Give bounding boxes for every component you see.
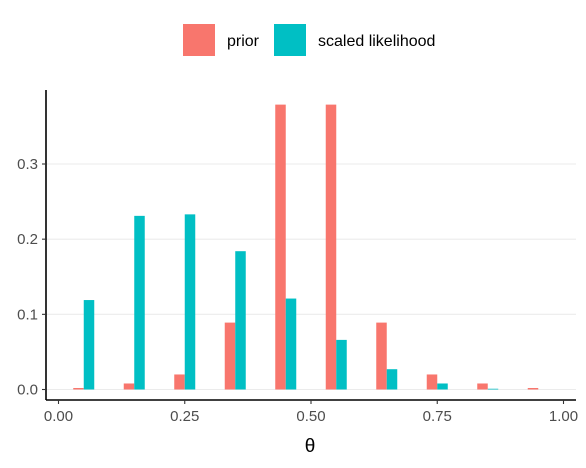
bar-scaled-likelihood-8 bbox=[487, 388, 499, 390]
bar-scaled-likelihood-0 bbox=[83, 300, 95, 390]
y-tick-label: 0.3 bbox=[17, 156, 38, 173]
x-tick-label: 1.00 bbox=[549, 408, 578, 425]
bar-scaled-likelihood-2 bbox=[184, 214, 196, 390]
legend-key-prior bbox=[183, 24, 215, 56]
bar-prior-3 bbox=[224, 322, 236, 390]
bar-prior-9 bbox=[527, 387, 539, 390]
legend-label-prior: prior bbox=[227, 33, 260, 50]
bar-prior-0 bbox=[73, 387, 84, 390]
legend: prior scaled likelihood bbox=[183, 24, 435, 56]
bar-prior-1 bbox=[123, 383, 135, 390]
bar-scaled-likelihood-4 bbox=[285, 298, 297, 390]
axes bbox=[45, 90, 576, 401]
bar-scaled-likelihood-7 bbox=[437, 383, 448, 390]
bar-scaled-likelihood-1 bbox=[134, 215, 145, 390]
x-tick-label: 0.75 bbox=[423, 408, 452, 425]
bar-scaled-likelihood-5 bbox=[336, 339, 347, 390]
gridlines bbox=[46, 163, 576, 391]
x-tick-label: 0.25 bbox=[170, 408, 199, 425]
bar-prior-7 bbox=[426, 374, 438, 390]
ticks: 0.0 0.1 0.2 0.3 0.00 0.25 0.50 0.75 1.00 bbox=[17, 156, 578, 425]
x-axis-title: θ bbox=[305, 436, 316, 457]
bar-prior-6 bbox=[376, 322, 387, 390]
bar-prior-2 bbox=[174, 374, 185, 390]
x-tick-label: 0.50 bbox=[296, 408, 325, 425]
bar-scaled-likelihood-6 bbox=[386, 369, 398, 390]
y-tick-label: 0.1 bbox=[17, 306, 38, 323]
y-tick-label: 0.2 bbox=[17, 231, 38, 248]
bar-scaled-likelihood-3 bbox=[235, 251, 246, 390]
bar-prior-5 bbox=[325, 104, 337, 390]
legend-key-scaled-likelihood bbox=[274, 24, 306, 56]
bar-prior-8 bbox=[477, 383, 488, 390]
x-tick-label: 0.00 bbox=[44, 408, 73, 425]
legend-label-scaled-likelihood: scaled likelihood bbox=[318, 33, 435, 50]
bar-prior-4 bbox=[275, 104, 286, 390]
bars bbox=[73, 104, 539, 390]
y-tick-label: 0.0 bbox=[17, 382, 38, 399]
